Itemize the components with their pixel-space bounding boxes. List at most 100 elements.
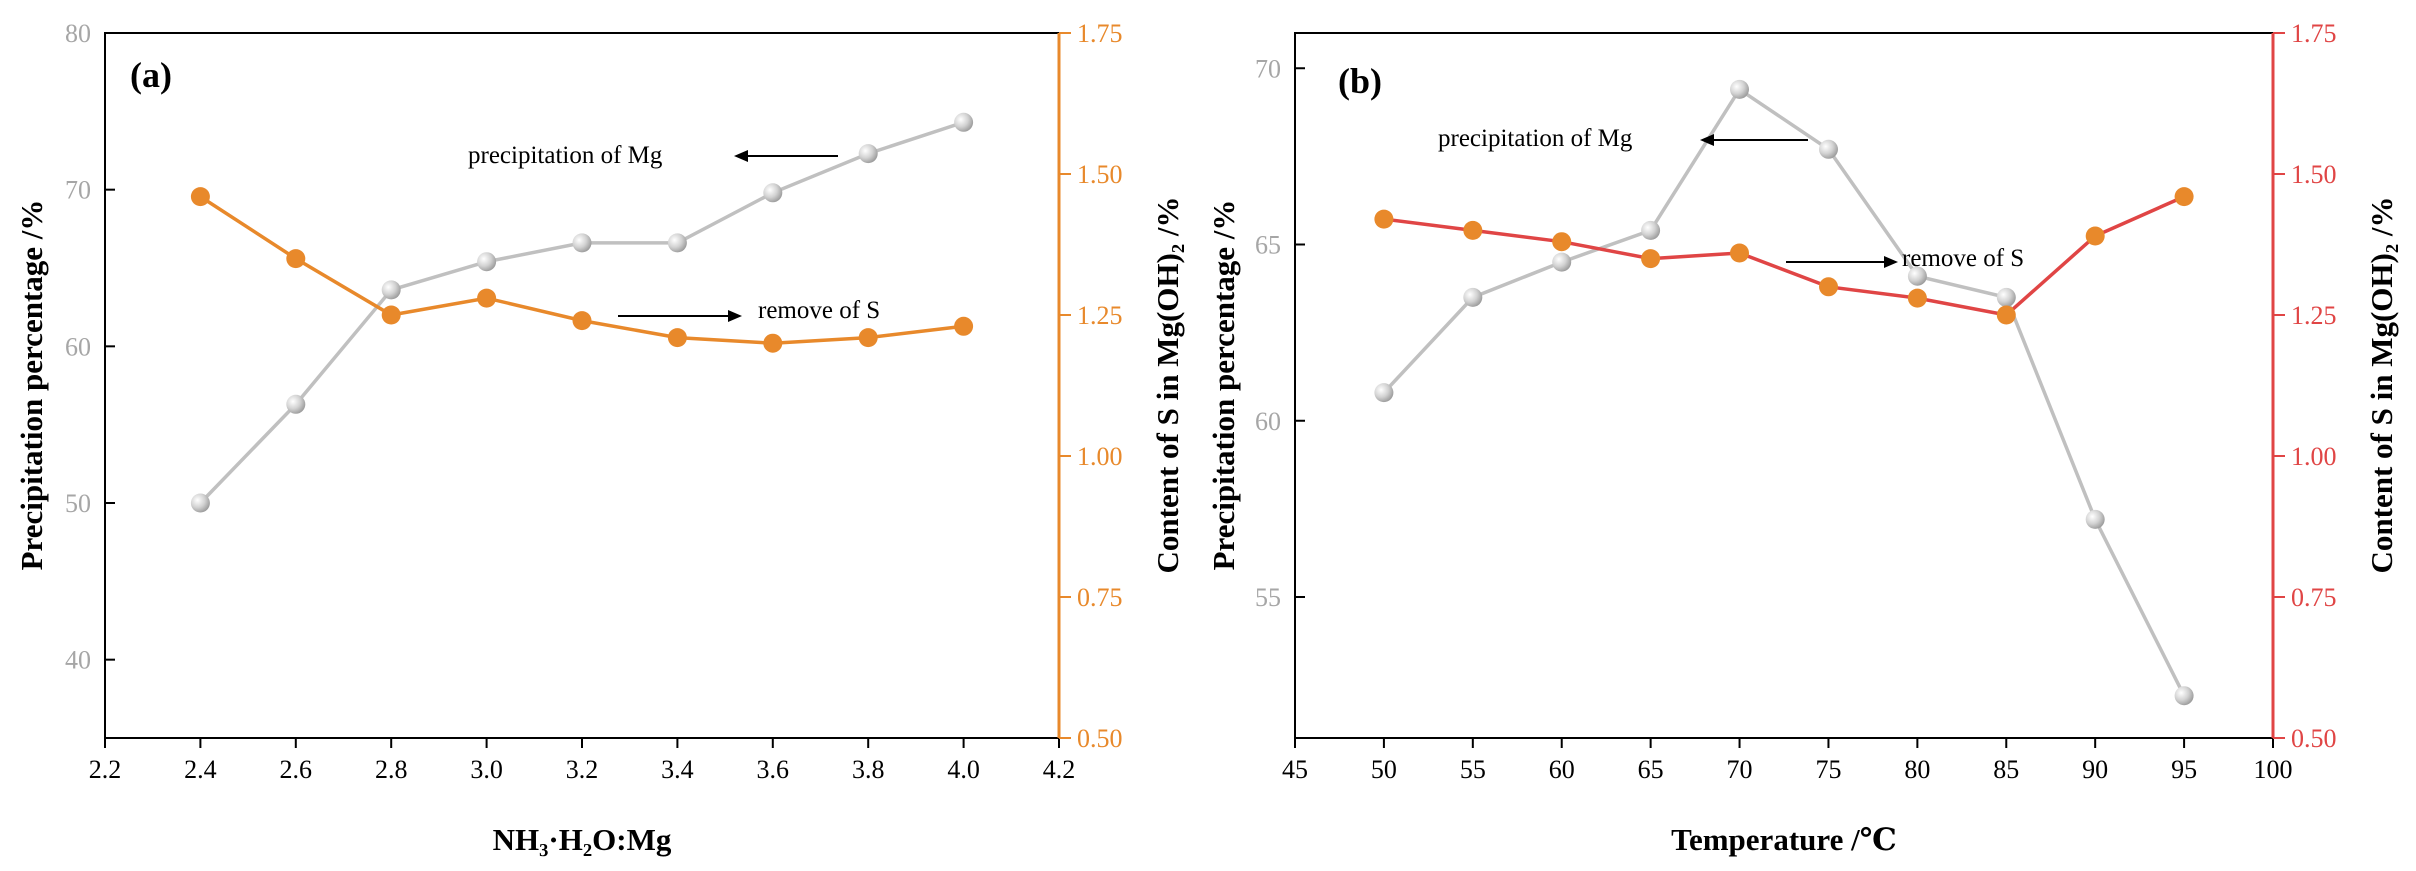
data-point-mg-precipitation [1552, 252, 1572, 272]
left-y-tick-label: 50 [65, 489, 91, 518]
panel-b-right-axis-title: Content of S in Mg(OH)₂ /% [2364, 197, 2399, 574]
x-tick-label: 65 [1638, 755, 1664, 784]
data-point-mg-precipitation [1907, 266, 1927, 286]
panel-b-annotation-s-arrowhead [1884, 256, 1898, 268]
data-point-s-content [858, 328, 878, 348]
left-y-tick-label: 80 [65, 19, 91, 48]
data-point-mg-precipitation [1374, 383, 1394, 403]
x-tick-label: 85 [1993, 755, 2019, 784]
x-tick-label: 45 [1282, 755, 1308, 784]
panel-a-annotation-s-arrowhead [728, 310, 742, 322]
data-point-mg-precipitation [954, 112, 974, 132]
x-tick-label: 75 [1815, 755, 1841, 784]
chart-panel-b: 45 50 55 60 65 70 75 80 85 90 95 100 55 60 65 70 0.50 0… [1206, 19, 2399, 857]
x-tick-label: 3.8 [852, 755, 885, 784]
x-tick-label: 4.2 [1043, 755, 1076, 784]
data-point-s-content [1730, 243, 1749, 263]
panel-a-label: (a) [130, 55, 172, 95]
series-line-mg-precipitation [1382, 86, 2186, 697]
data-point-s-content [763, 333, 783, 353]
left-y-tick-label: 70 [1255, 54, 1281, 83]
data-point-mg-precipitation [1463, 287, 1483, 307]
left-y-tick-label: 60 [65, 332, 91, 361]
data-point-s-content [1463, 220, 1483, 240]
data-point-s-content [2085, 226, 2105, 246]
panel-a-x-axis-title: NH₃·H₂O:Mg [493, 822, 672, 857]
right-y-tick-label: 0.75 [2291, 583, 2337, 612]
panel-b-annotation-s: remove of S [1786, 245, 2024, 272]
x-tick-label: 70 [1727, 755, 1753, 784]
panel-b-x-axis-title: Temperature /℃ [1671, 822, 1897, 857]
right-y-tick-label: 0.75 [1077, 583, 1123, 612]
right-y-tick-label: 0.50 [1077, 724, 1123, 753]
right-y-tick-label: 1.25 [1077, 301, 1123, 330]
data-point-mg-precipitation [1819, 139, 1838, 159]
data-point-mg-precipitation [1730, 79, 1749, 99]
x-tick-label: 50 [1371, 755, 1397, 784]
data-point-s-content [286, 249, 306, 269]
right-y-tick-label: 1.75 [1077, 19, 1123, 48]
data-point-s-content [2174, 187, 2194, 207]
x-tick-label: 90 [2082, 755, 2108, 784]
panel-a-annotation-mg-text: precipitation of Mg [468, 142, 663, 169]
x-tick-label: 2.4 [184, 755, 217, 784]
x-tick-label: 100 [2254, 755, 2293, 784]
right-y-tick-label: 1.50 [1077, 160, 1123, 189]
panel-a-annotation-s: remove of S [618, 297, 880, 324]
chart-panel-a: 2.2 2.4 2.6 2.8 3.0 3.2 3.4 3.6 3.8 4.0 4.2 40 50 60… [14, 19, 1185, 857]
data-point-s-content [1819, 277, 1838, 297]
right-y-tick-label: 1.00 [2291, 442, 2337, 471]
left-y-tick-label: 55 [1255, 583, 1281, 612]
data-point-mg-precipitation [190, 493, 210, 513]
left-y-tick-label: 60 [1255, 407, 1281, 436]
data-point-s-content [667, 328, 687, 348]
series-line-s-content [1383, 195, 2185, 317]
right-y-tick-label: 1.25 [2291, 301, 2337, 330]
panel-b-annotation-mg-text: precipitation of Mg [1438, 125, 1633, 152]
data-point-s-content [572, 311, 592, 331]
panel-a-left-axis-title: Precipitation percentage /% [14, 200, 49, 571]
data-point-s-content [954, 316, 974, 336]
panel-b-left-axis-title: Precipitation percentage /% [1206, 200, 1241, 571]
data-point-mg-precipitation [286, 394, 306, 414]
right-y-tick-label: 0.50 [2291, 724, 2337, 753]
x-tick-label: 3.6 [757, 755, 790, 784]
panel-a-annotation-mg-arrowhead [734, 150, 748, 162]
right-y-tick-label: 1.00 [1077, 442, 1123, 471]
data-point-s-content [1552, 232, 1572, 252]
data-point-mg-precipitation [1641, 220, 1661, 240]
data-point-mg-precipitation [572, 233, 592, 253]
data-point-mg-precipitation [2174, 686, 2194, 706]
panel-b-annotation-s-text: remove of S [1902, 245, 2024, 272]
data-point-mg-precipitation [763, 183, 783, 203]
x-tick-label: 4.0 [947, 755, 980, 784]
left-y-tick-label: 40 [65, 646, 91, 675]
x-tick-label: 55 [1460, 755, 1486, 784]
data-point-s-content [477, 288, 497, 308]
panel-a-right-axis-title: Content of S in Mg(OH)₂ /% [1150, 197, 1185, 574]
data-point-s-content [1374, 209, 1394, 229]
panel-a-annotation-s-text: remove of S [758, 297, 880, 324]
x-tick-label: 2.8 [375, 755, 408, 784]
left-y-tick-label: 70 [65, 176, 91, 205]
data-point-mg-precipitation [477, 252, 497, 272]
data-point-mg-precipitation [667, 233, 687, 253]
data-point-mg-precipitation [2085, 509, 2105, 529]
x-tick-label: 2.6 [280, 755, 313, 784]
data-point-s-content [190, 187, 210, 207]
x-tick-label: 95 [2171, 755, 2197, 784]
data-point-mg-precipitation [381, 280, 401, 300]
data-point-mg-precipitation [1996, 287, 2016, 307]
panel-a-annotation-mg: precipitation of Mg [468, 142, 838, 169]
data-point-s-content [1996, 305, 2016, 325]
x-tick-label: 2.2 [89, 755, 122, 784]
data-point-s-content [1641, 249, 1661, 269]
x-tick-label: 3.0 [470, 755, 503, 784]
x-tick-label: 3.4 [661, 755, 694, 784]
left-y-tick-label: 65 [1255, 231, 1281, 260]
data-point-s-content [1907, 288, 1927, 308]
panel-b-annotation-mg-arrowhead [1700, 134, 1714, 146]
right-y-tick-label: 1.50 [2291, 160, 2337, 189]
panel-b-annotation-mg: precipitation of Mg [1438, 125, 1808, 152]
